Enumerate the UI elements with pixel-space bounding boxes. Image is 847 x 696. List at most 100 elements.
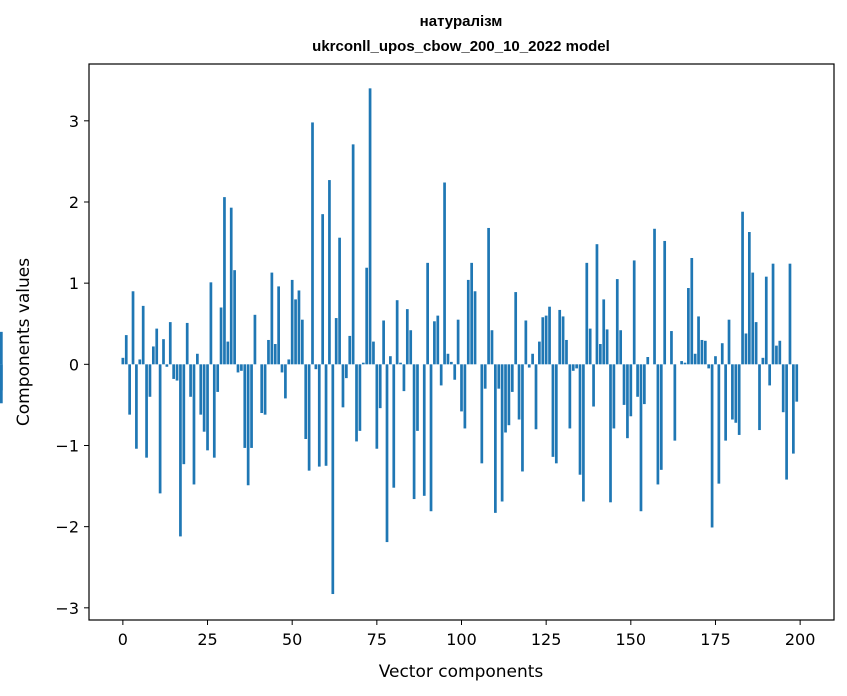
bar — [792, 364, 795, 454]
x-axis: 0 25 50 75 100 125 150 175 200 — [118, 620, 816, 649]
bar — [781, 364, 785, 413]
x-tick-label: 75 — [367, 630, 387, 649]
bar — [243, 364, 247, 448]
x-tick-label: 200 — [785, 630, 816, 649]
bar — [192, 364, 196, 485]
bar — [372, 341, 375, 365]
bar — [328, 180, 331, 365]
bar — [538, 341, 541, 365]
bar — [568, 364, 572, 429]
bar — [311, 122, 314, 365]
bar — [449, 361, 453, 365]
y-tick-label: −1 — [55, 436, 79, 455]
bar — [202, 364, 206, 432]
bar — [785, 364, 788, 480]
bar — [250, 364, 253, 448]
bar — [483, 364, 487, 389]
bar — [707, 364, 711, 369]
bar — [162, 339, 165, 365]
bar — [541, 317, 545, 365]
y-axis-label: Components values — [14, 258, 34, 426]
bar — [463, 364, 467, 429]
bar — [697, 316, 700, 365]
bar — [128, 364, 131, 415]
bar — [416, 364, 419, 431]
bar — [670, 331, 673, 365]
x-tick-label: 25 — [197, 630, 217, 649]
bar — [382, 320, 385, 365]
bar — [151, 346, 155, 365]
bar — [175, 364, 179, 381]
bar — [775, 345, 778, 365]
bar — [602, 299, 606, 365]
bar — [565, 339, 568, 365]
bar — [341, 364, 345, 408]
bar — [737, 364, 741, 435]
x-tick-label: 50 — [282, 630, 302, 649]
bar — [233, 270, 236, 365]
bar — [456, 319, 460, 365]
bar — [663, 240, 667, 365]
bar — [494, 364, 497, 513]
bar — [609, 364, 612, 503]
bar — [710, 364, 714, 528]
bar — [300, 319, 304, 365]
bar — [348, 335, 352, 365]
bar — [636, 364, 639, 397]
bar — [345, 364, 348, 379]
bar — [165, 364, 169, 367]
bar — [135, 364, 138, 449]
chart-title: натуралізм — [420, 13, 503, 30]
bar — [155, 328, 159, 365]
bar — [497, 364, 501, 389]
bar — [253, 314, 257, 365]
bar — [632, 260, 636, 365]
bar — [189, 364, 192, 397]
bar — [287, 359, 291, 365]
x-tick-label: 100 — [446, 630, 477, 649]
bar — [585, 262, 589, 365]
bar — [280, 364, 284, 373]
bar — [788, 263, 792, 365]
bar — [619, 330, 623, 365]
bar — [260, 364, 264, 414]
bar — [182, 364, 186, 465]
bar — [246, 364, 250, 486]
bar — [395, 300, 399, 365]
bar — [439, 364, 443, 386]
bar — [500, 364, 504, 502]
x-tick-label: 150 — [616, 630, 647, 649]
y-tick-label: −2 — [55, 518, 79, 537]
bar — [731, 364, 734, 420]
bar — [653, 228, 656, 365]
bar — [700, 339, 704, 365]
bar — [270, 272, 274, 365]
bar — [544, 315, 548, 365]
bar — [284, 364, 287, 399]
bar — [378, 364, 382, 409]
bar — [375, 364, 379, 449]
bar — [795, 364, 799, 402]
bar — [226, 341, 230, 365]
bar — [531, 353, 534, 365]
bar — [778, 340, 782, 365]
bar — [734, 364, 738, 423]
bar — [714, 356, 717, 365]
bar — [206, 364, 209, 451]
y-tick-label: 2 — [69, 193, 79, 212]
bar — [317, 364, 321, 467]
x-tick-label: 0 — [118, 630, 128, 649]
bar — [405, 309, 409, 365]
bar — [422, 364, 426, 496]
bar — [334, 318, 338, 365]
bar — [273, 344, 277, 365]
bar — [646, 357, 650, 365]
chart-subtitle: ukrconll_upos_cbow_200_10_2022 model — [312, 38, 610, 55]
bar — [751, 272, 755, 365]
bar — [747, 232, 751, 365]
bar — [148, 364, 152, 397]
bar — [267, 339, 270, 365]
bar — [659, 364, 663, 470]
bar — [294, 299, 297, 365]
bar — [470, 262, 474, 365]
